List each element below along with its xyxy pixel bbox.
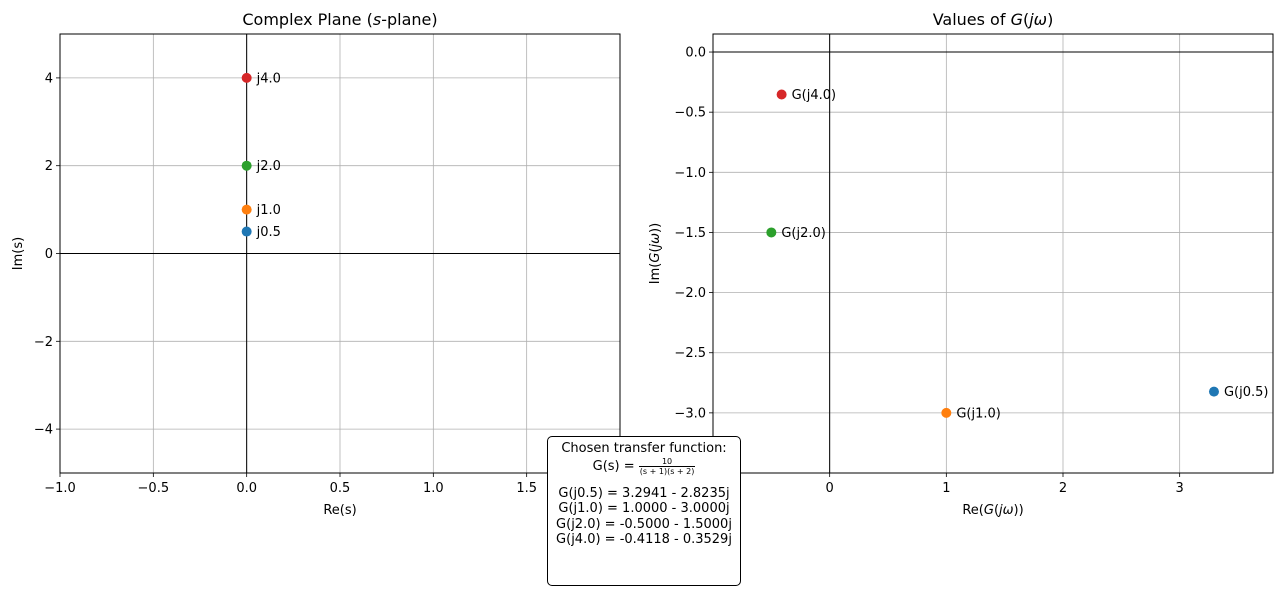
data-point — [1208, 386, 1219, 397]
x-tick-label: 3 — [1176, 481, 1184, 496]
point-label: j1.0 — [256, 203, 281, 218]
x-tick-label: 0.5 — [330, 481, 351, 496]
y-tick-label: 0.0 — [685, 46, 706, 61]
g-value-line: G(j2.0) = -0.5000 - 1.5000j — [556, 516, 732, 532]
x-tick-label: 1.0 — [423, 481, 444, 496]
point-label: j4.0 — [256, 71, 281, 86]
y-axis-label: Im(s) — [11, 237, 26, 270]
formula-numerator: 10 — [638, 457, 696, 467]
x-tick-label: 0 — [826, 481, 834, 496]
y-tick-label: −2.5 — [674, 346, 706, 361]
y-tick-label: 0 — [45, 247, 53, 262]
data-point — [241, 204, 252, 215]
x-tick-label: 1.5 — [516, 481, 537, 496]
point-label: G(j4.0) — [792, 88, 837, 103]
point-label: G(j1.0) — [956, 406, 1001, 421]
infobox-heading: Chosen transfer function: — [561, 441, 727, 456]
data-point — [241, 226, 252, 237]
y-tick-label: 4 — [45, 71, 53, 86]
x-axis-label: Re(G(jω)) — [962, 503, 1023, 518]
y-axis-label: Im(G(jω)) — [648, 223, 663, 284]
formula-lhs: G(s) = — [592, 458, 639, 474]
x-tick-label: −0.5 — [138, 481, 170, 496]
point-label: j2.0 — [256, 159, 281, 174]
point-label: G(j0.5) — [1224, 385, 1269, 400]
point-label: G(j2.0) — [781, 226, 826, 241]
x-tick-label: 0.0 — [236, 481, 257, 496]
y-tick-label: −2 — [34, 335, 53, 350]
axes-frame — [712, 33, 1274, 474]
g-value-line: G(j1.0) = 1.0000 - 3.0000j — [558, 501, 730, 516]
y-tick-label: 2 — [45, 159, 53, 174]
y-tick-label: −1.5 — [674, 226, 706, 241]
g-value-line: G(j0.5) = 3.2941 - 2.8235j — [558, 485, 730, 501]
chart-title: Values of G(jω) — [933, 10, 1054, 29]
data-point — [766, 227, 777, 238]
formula-denominator: (s + 1)(s + 2) — [639, 466, 695, 476]
point-label: j0.5 — [256, 225, 281, 240]
y-tick-label: −4 — [34, 423, 53, 438]
y-tick-label: −3.0 — [674, 406, 706, 421]
formula-fraction: 10 (s + 1)(s + 2) — [638, 457, 696, 476]
y-tick-label: −0.5 — [674, 106, 706, 121]
x-tick-label: 1 — [942, 481, 950, 496]
data-point — [241, 160, 252, 171]
x-axis-label: Re(s) — [323, 503, 356, 518]
transfer-function-formula: G(s) = 10 (s + 1)(s + 2) — [548, 457, 740, 476]
transfer-function-box: Chosen transfer function: G(s) = 10 (s + … — [547, 436, 741, 586]
data-point — [241, 72, 252, 83]
y-tick-label: −2.0 — [674, 286, 706, 301]
data-point — [941, 407, 952, 418]
data-point — [776, 89, 787, 100]
y-tick-label: −1.0 — [674, 166, 706, 181]
x-tick-label: −1.0 — [44, 481, 76, 496]
chart-title: Complex Plane (s-plane) — [242, 10, 437, 29]
x-tick-label: 2 — [1059, 481, 1067, 496]
g-value-line: G(j4.0) = -0.4118 - 0.3529j — [556, 532, 732, 547]
g-values-chart: −101230.0−0.5−1.0−1.5−2.0−2.5−3.0Values … — [648, 10, 1274, 518]
